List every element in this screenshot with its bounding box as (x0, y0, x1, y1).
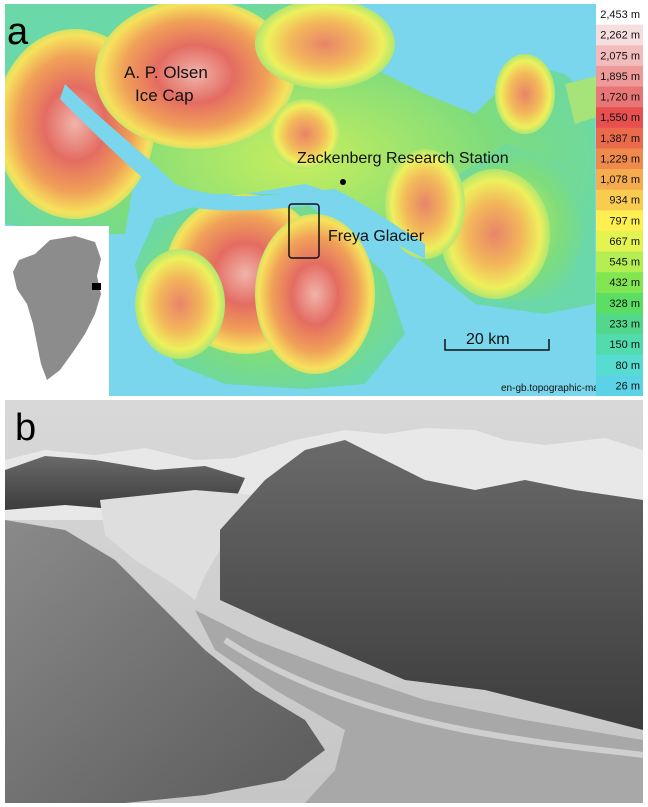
legend-swatch (596, 45, 643, 67)
legend-swatch (596, 24, 643, 46)
legend-label: 545 m (609, 257, 640, 269)
legend-label: 1,720 m (600, 92, 640, 104)
mountain-massifs (5, 4, 555, 374)
ice-cap-label-line2: Ice Cap (135, 86, 194, 105)
elevation-legend: 2,453 m 2,262 m 2,075 m 1,895 m 1,720 m 1,550… (596, 4, 643, 396)
left-foreground-ridge (5, 520, 325, 803)
legend-label: 1,078 m (600, 174, 640, 186)
right-mountain-massif (220, 440, 643, 730)
legend-swatch (596, 189, 643, 211)
legend-label: 26 m (616, 380, 640, 392)
legend-label: 80 m (616, 360, 640, 372)
legend-swatch (596, 272, 643, 294)
legend-swatch (596, 86, 643, 108)
greenland-inset (5, 226, 109, 396)
braided-river (223, 637, 643, 758)
glacier-outline (288, 203, 320, 259)
ice-cap-label: A. P. Olsen (124, 63, 208, 82)
legend-swatch (596, 210, 643, 232)
legend-label: 934 m (609, 195, 640, 207)
glacier-label: Freya Glacier (328, 228, 425, 245)
legend-label: 1,895 m (600, 71, 640, 83)
legend-swatch (596, 230, 643, 253)
legend-swatch (596, 148, 643, 170)
station-marker (340, 179, 346, 185)
topographic-map-panel: a A. P. Olsen Ice Cap Zackenberg Researc… (5, 4, 643, 396)
legend-swatch (596, 107, 643, 129)
study-area-marker (92, 283, 101, 290)
legend-label: 328 m (609, 298, 640, 310)
legend-label: 150 m (609, 339, 640, 351)
legend-label: 2,075 m (600, 50, 640, 62)
greenland-landmass (13, 236, 101, 380)
panel-label-b: b (15, 407, 36, 449)
legend-label: 1,229 m (600, 153, 640, 165)
glacier-tongue (100, 490, 255, 600)
valley-floor (195, 610, 643, 803)
legend-swatch (596, 127, 643, 149)
legend-swatch (596, 375, 643, 396)
legend-swatch (596, 169, 643, 191)
legend-swatch (596, 354, 643, 376)
station-label: Zackenberg Research Station (297, 150, 509, 167)
legend-label: 667 m (609, 236, 640, 248)
legend-swatch (596, 251, 643, 273)
legend-label: 2,453 m (600, 9, 640, 21)
map-credit: en-gb.topographic-map.com (501, 383, 626, 394)
legend-label: 797 m (609, 215, 640, 227)
legend-label: 1,550 m (600, 112, 640, 124)
glacier-photo-panel: b (5, 400, 643, 803)
legend-swatch (596, 313, 643, 335)
scale-bar: 20 km (444, 331, 550, 351)
panel-label-a: a (7, 11, 29, 53)
legend-swatch (596, 334, 643, 356)
legend-label: 1,387 m (600, 133, 640, 145)
legend-swatch (596, 4, 643, 26)
legend-swatch (596, 65, 643, 88)
legend-swatch (596, 292, 643, 314)
scale-bar-label: 20 km (466, 331, 510, 348)
legend-label: 432 m (609, 277, 640, 289)
legend-label: 2,262 m (600, 30, 640, 42)
legend-label: 233 m (609, 319, 640, 331)
